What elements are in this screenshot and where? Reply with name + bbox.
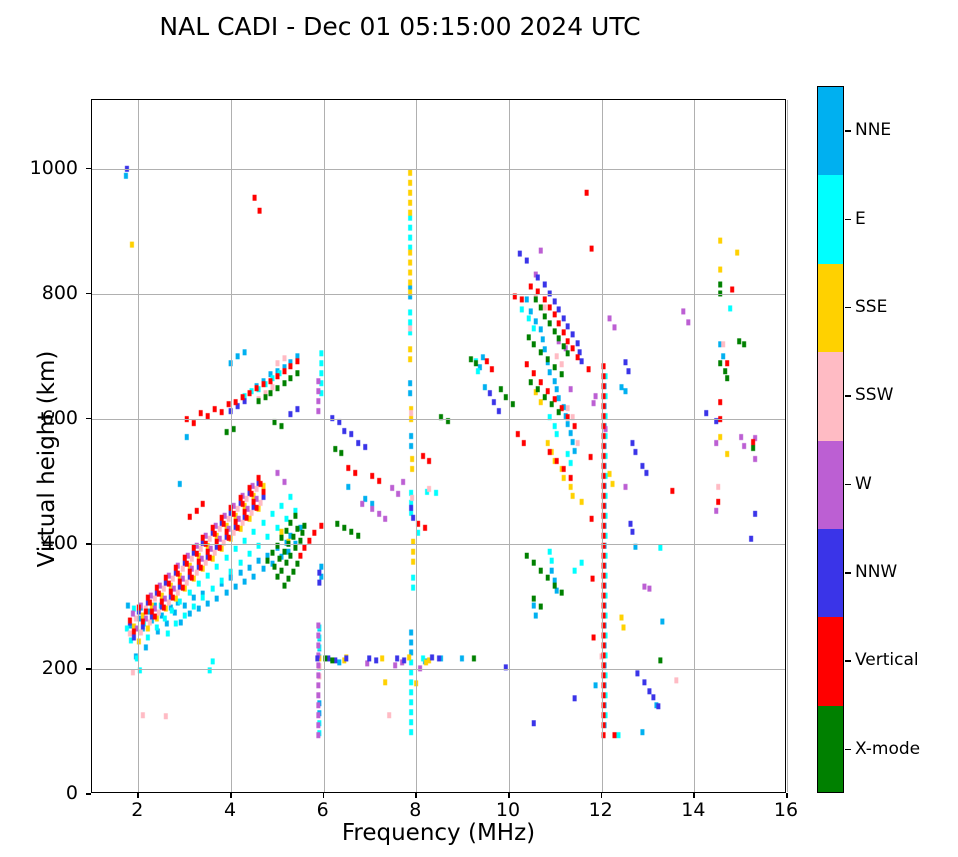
colorbar-segment-w[interactable] bbox=[818, 440, 843, 529]
x-tick-mark bbox=[600, 793, 603, 798]
colorbar-label-sse: SSE bbox=[855, 296, 888, 317]
grid-line-horizontal bbox=[92, 293, 785, 295]
y-tick-label: 0 bbox=[65, 782, 78, 804]
y-tick-mark bbox=[86, 667, 91, 670]
page-title: NAL CADI - Dec 01 05:15:00 2024 UTC bbox=[159, 12, 641, 41]
y-tick-label: 800 bbox=[41, 281, 78, 304]
colorbar-segment-nne[interactable] bbox=[818, 87, 843, 176]
x-axis-label: Frequency (MHz) bbox=[341, 820, 536, 846]
x-tick-label: 4 bbox=[223, 799, 237, 821]
grid-line-vertical bbox=[323, 100, 325, 792]
colorbar-tick bbox=[845, 748, 851, 751]
colorbar-tick bbox=[845, 130, 851, 132]
colorbar-segment-x-mode[interactable] bbox=[818, 705, 843, 792]
colorbar-segment-sse[interactable] bbox=[818, 263, 843, 353]
colorbar-label-e: E bbox=[855, 208, 866, 229]
grid-line-horizontal bbox=[92, 418, 785, 420]
scatter-canvas bbox=[92, 100, 785, 792]
colorbar-tick bbox=[845, 218, 851, 221]
x-tick-mark bbox=[230, 793, 232, 798]
colorbar[interactable] bbox=[817, 86, 844, 793]
colorbar-segment-ssw[interactable] bbox=[818, 352, 843, 441]
x-tick-mark bbox=[786, 793, 788, 798]
x-tick-label: 6 bbox=[316, 799, 329, 821]
colorbar-tick bbox=[845, 306, 851, 309]
colorbar-label-vertical: Vertical bbox=[855, 650, 919, 671]
colorbar-tick bbox=[845, 483, 851, 486]
grid-line-horizontal bbox=[92, 668, 785, 670]
colorbar-label-ssw: SSW bbox=[855, 385, 894, 406]
y-tick-mark bbox=[86, 542, 91, 545]
colorbar-segment-vertical[interactable] bbox=[818, 617, 843, 706]
x-tick-label: 12 bbox=[588, 799, 613, 821]
x-tick-label: 14 bbox=[681, 799, 706, 821]
colorbar-segment-e[interactable] bbox=[818, 175, 843, 264]
x-tick-mark bbox=[508, 793, 510, 798]
y-axis-label: Virtual height (km) bbox=[34, 350, 60, 568]
grid-line-vertical bbox=[787, 100, 788, 792]
y-tick-label: 400 bbox=[41, 531, 78, 554]
x-tick-mark bbox=[415, 793, 417, 798]
x-tick-label: 2 bbox=[131, 799, 144, 821]
colorbar-label-nne: NNE bbox=[855, 120, 892, 141]
colorbar-tick bbox=[845, 660, 851, 662]
x-tick-mark bbox=[322, 793, 325, 798]
grid-line-vertical bbox=[601, 100, 603, 792]
y-tick-mark bbox=[86, 292, 91, 295]
x-tick-label: 8 bbox=[409, 799, 422, 821]
plot-area[interactable] bbox=[91, 99, 788, 793]
y-tick-mark bbox=[86, 167, 91, 170]
colorbar-label-nnw: NNW bbox=[855, 562, 898, 583]
x-tick-mark bbox=[693, 793, 695, 798]
grid-line-vertical bbox=[231, 100, 232, 792]
y-tick-label: 600 bbox=[41, 406, 78, 429]
grid-line-horizontal bbox=[92, 543, 785, 545]
colorbar-label-x-mode: X-mode bbox=[855, 738, 921, 759]
x-tick-label: 16 bbox=[773, 799, 799, 821]
y-tick-label: 1000 bbox=[29, 156, 78, 179]
grid-line-vertical bbox=[138, 100, 140, 792]
grid-line-vertical bbox=[416, 100, 418, 792]
y-tick-label: 200 bbox=[41, 656, 78, 679]
grid-line-vertical bbox=[509, 100, 510, 792]
colorbar-tick bbox=[845, 395, 851, 397]
colorbar-label-w: W bbox=[855, 473, 872, 494]
colorbar-segment-nnw[interactable] bbox=[818, 528, 843, 618]
colorbar-tick bbox=[845, 572, 851, 574]
y-tick-mark bbox=[86, 417, 91, 420]
y-tick-mark bbox=[86, 793, 91, 795]
x-tick-mark bbox=[137, 793, 139, 798]
grid-line-horizontal bbox=[92, 168, 785, 170]
x-tick-label: 10 bbox=[495, 799, 521, 821]
grid-line-vertical bbox=[694, 100, 696, 792]
